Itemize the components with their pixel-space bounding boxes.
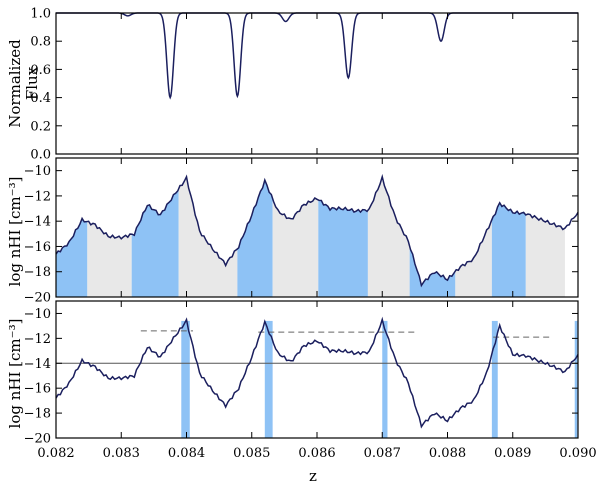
y-tick-label: −14 [24,215,51,230]
density-band [237,176,273,297]
y-tick-label: 0.4 [30,91,51,106]
y-axis-label: log nHI [cm⁻³] [6,177,24,287]
highlight-band [181,320,190,438]
density-band [56,176,88,297]
density-band [409,176,456,297]
plot-frame [55,12,579,155]
highlight-band [264,320,273,438]
y-tick-label: −20 [24,291,51,306]
y-tick-label: 1.0 [30,7,51,22]
y-tick-label: −18 [24,407,51,422]
y-tick-label: −12 [24,189,51,204]
y-tick-label: −10 [24,307,51,322]
y-tick-label: −14 [24,357,51,372]
x-axis-label: z [309,467,317,485]
density-band [318,176,368,297]
y-axis-label-line: Flux [23,66,41,100]
density-band [455,176,492,297]
density-band [87,176,132,297]
x-tick-label: 0.090 [559,446,596,461]
density-band [272,176,319,297]
x-tick-label: 0.087 [364,446,401,461]
y-tick-label: −16 [24,240,51,255]
y-tick-label: −12 [24,332,51,347]
x-tick-label: 0.082 [37,446,74,461]
highlight-band [491,320,498,438]
highlight-band [382,320,388,438]
y-tick-label: −18 [24,265,51,280]
y-tick-label: 0.8 [30,35,51,50]
x-tick-label: 0.088 [429,446,466,461]
density-band [367,176,410,297]
y-tick-label: −16 [24,382,51,397]
y-axis-label: log nHI [cm⁻³] [6,319,24,429]
x-tick-label: 0.089 [494,446,531,461]
x-tick-label: 0.086 [298,446,335,461]
x-tick-label: 0.084 [168,446,205,461]
density-band [131,176,179,297]
density-band [525,176,565,297]
flux-line [56,12,578,100]
y-tick-label: 0.6 [30,63,51,78]
y-axis-label-line: Normalized [6,39,24,128]
density-line [55,173,579,288]
flux-panel: 0.0 0.2 0.4 0.6 0.8 1.0 NormalizedFlux [6,7,579,163]
y-tick-label: −20 [24,432,51,447]
y-axis-label: NormalizedFlux [6,39,41,128]
x-tick-label: 0.083 [103,446,140,461]
x-tick-label: 0.085 [233,446,270,461]
y-tick-label: −10 [24,164,51,179]
density-line [55,316,579,429]
density-band [491,176,526,297]
highlight-band [574,320,578,438]
y-tick-label: 0.2 [30,119,51,134]
y-tick-label: 0.0 [30,148,51,163]
plot-frame [55,300,579,439]
